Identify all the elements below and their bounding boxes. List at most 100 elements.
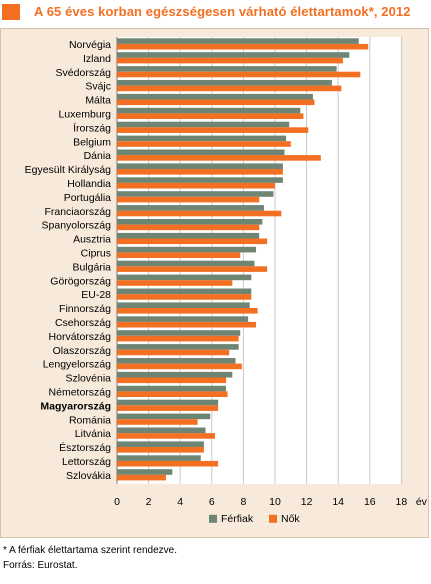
bar-nok xyxy=(117,43,369,50)
bar-ferfiak xyxy=(117,399,219,406)
bar-nok xyxy=(117,391,228,397)
bar-nok xyxy=(117,377,227,384)
bar-nok xyxy=(117,280,233,286)
bar-ferfiak xyxy=(117,149,285,156)
category-label: Ausztria xyxy=(73,234,111,246)
bar-nok xyxy=(117,85,342,92)
x-tick-label: 12 xyxy=(301,496,313,508)
category-label: Belgium xyxy=(73,136,111,148)
bar-ferfiak xyxy=(117,330,241,336)
x-tick-label: 0 xyxy=(114,496,120,508)
bar-nok xyxy=(117,321,257,328)
bar-nok xyxy=(117,419,198,425)
bar-nok xyxy=(117,182,275,189)
bar-ferfiak xyxy=(117,121,290,128)
bar-nok xyxy=(117,294,252,300)
category-label: Ciprus xyxy=(81,247,111,259)
category-label: Csehország xyxy=(55,317,111,329)
bar-nok xyxy=(117,57,343,64)
chart-panel: Norvégia Izland Svédország Svájc Málta Luxemb… xyxy=(0,28,429,538)
bar-ferfiak xyxy=(117,413,211,420)
bar-ferfiak xyxy=(117,38,359,44)
bar-ferfiak xyxy=(117,135,287,142)
bar-nok xyxy=(117,99,315,106)
category-label: Portugália xyxy=(64,192,111,204)
title-marker xyxy=(2,4,20,20)
category-label: Svájc xyxy=(85,81,111,93)
bar-ferfiak xyxy=(117,66,337,72)
category-label: Horvátország xyxy=(49,331,112,343)
bar-nok xyxy=(117,127,309,133)
bar-ferfiak xyxy=(117,219,263,225)
legend-swatch-ferfiak xyxy=(209,514,217,523)
category-label: Finnország xyxy=(59,303,111,315)
bar-nok xyxy=(117,155,321,161)
bar-ferfiak xyxy=(117,441,204,447)
category-label: Hollandia xyxy=(67,178,111,190)
x-tick-label: 4 xyxy=(177,496,183,508)
category-label: EU-28 xyxy=(81,289,111,301)
bar-ferfiak xyxy=(117,163,283,169)
category-label: Izland xyxy=(83,53,111,65)
bar-nok xyxy=(117,196,260,203)
category-label: Lettország xyxy=(62,456,111,468)
category-label: Dánia xyxy=(84,150,112,162)
bar-ferfiak xyxy=(117,232,260,239)
bar-nok xyxy=(117,433,215,439)
category-label: Szlovénia xyxy=(65,373,111,385)
category-label: Magyarország xyxy=(40,400,111,412)
bar-nok xyxy=(117,71,361,78)
category-label: Szlovákia xyxy=(66,470,111,482)
x-tick-label: 8 xyxy=(240,496,246,508)
bar-ferfiak xyxy=(117,260,255,267)
category-label: Svédország xyxy=(56,67,112,79)
category-label: Franciaország xyxy=(44,206,111,218)
bar-nok xyxy=(117,474,166,481)
x-tick-label: 14 xyxy=(332,496,344,508)
legend-swatch-nok xyxy=(269,514,277,523)
bar-nok xyxy=(117,349,230,356)
bar-nok xyxy=(117,252,241,258)
category-label: Észtország xyxy=(59,441,111,454)
bar-ferfiak xyxy=(117,344,239,350)
x-tick-label: 16 xyxy=(364,496,376,508)
bar-ferfiak xyxy=(117,302,250,308)
x-tick-label: 10 xyxy=(269,496,281,508)
bar-ferfiak xyxy=(117,107,301,114)
bar-nok xyxy=(117,447,204,453)
chart-title: A 65 éves korban egészségesen várható él… xyxy=(34,4,411,19)
x-axis-label: év xyxy=(416,496,428,508)
bar-ferfiak xyxy=(117,205,264,211)
bar-ferfiak xyxy=(117,52,350,58)
bar-ferfiak xyxy=(117,177,283,183)
category-label: Spanyolország xyxy=(42,220,112,232)
source-note: Forrás: Eurostat. xyxy=(3,560,78,571)
category-label: Málta xyxy=(85,95,111,107)
title-bar: A 65 éves korban egészségesen várható él… xyxy=(0,0,431,24)
category-label: Luxemburg xyxy=(58,108,111,120)
category-label: Németország xyxy=(49,386,112,398)
category-label: Norvégia xyxy=(69,39,111,51)
bar-ferfiak xyxy=(117,288,252,295)
bar-ferfiak xyxy=(117,427,206,434)
x-tick-label: 18 xyxy=(396,496,408,508)
bar-ferfiak xyxy=(117,385,227,392)
bar-nok xyxy=(117,113,304,119)
category-label: Görögország xyxy=(50,275,111,287)
category-label: Románia xyxy=(69,414,111,426)
bar-chart: Norvégia Izland Svédország Svájc MáltaLuxemb… xyxy=(25,37,428,525)
bar-nok xyxy=(117,169,283,175)
bar-nok xyxy=(117,224,260,231)
bar-nok xyxy=(117,405,219,411)
bar-ferfiak xyxy=(117,371,233,378)
bar-nok xyxy=(117,335,239,342)
bar-ferfiak xyxy=(117,469,173,475)
category-label: Bulgária xyxy=(72,261,111,273)
bar-ferfiak xyxy=(117,80,332,86)
bar-ferfiak xyxy=(117,316,249,322)
category-label: Egyesült Királyság xyxy=(25,164,112,176)
bar-ferfiak xyxy=(117,191,274,197)
bar-nok xyxy=(117,141,291,147)
bar-nok xyxy=(117,363,242,370)
bar-ferfiak xyxy=(117,455,201,461)
